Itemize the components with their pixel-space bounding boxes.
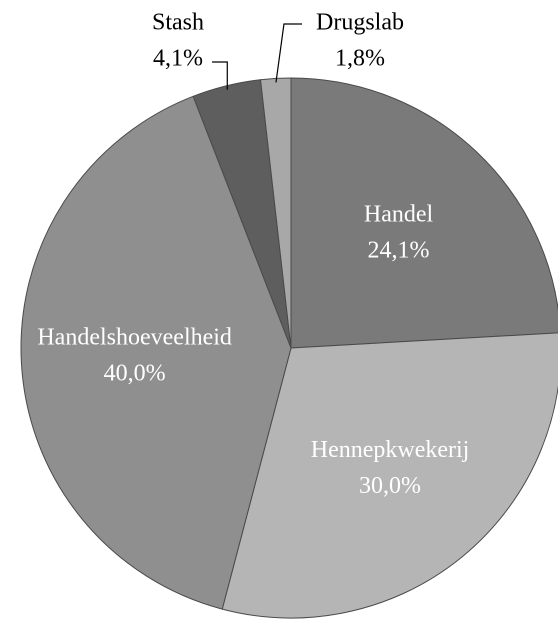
- slice-value: 4,1%: [153, 46, 203, 72]
- slice-label: Drugslab: [316, 10, 404, 36]
- slice-value: 24,1%: [368, 238, 430, 264]
- pie-slice: [20, 95, 292, 610]
- pie-slice: [290, 77, 558, 349]
- slice-value: 30,0%: [359, 473, 421, 499]
- slice-value: 1,8%: [335, 46, 385, 72]
- leader-line: [212, 61, 228, 90]
- slice-label: Hennepkwekerij: [311, 437, 470, 463]
- slice-label: Stash: [152, 10, 204, 36]
- slice-label: Handelshoeveelheid: [37, 324, 232, 350]
- slice-label: Handel: [364, 202, 434, 228]
- leader-line: [275, 23, 302, 83]
- pie-slice: [221, 332, 558, 619]
- slice-value: 40,0%: [104, 360, 166, 386]
- pie-slice: [259, 77, 292, 349]
